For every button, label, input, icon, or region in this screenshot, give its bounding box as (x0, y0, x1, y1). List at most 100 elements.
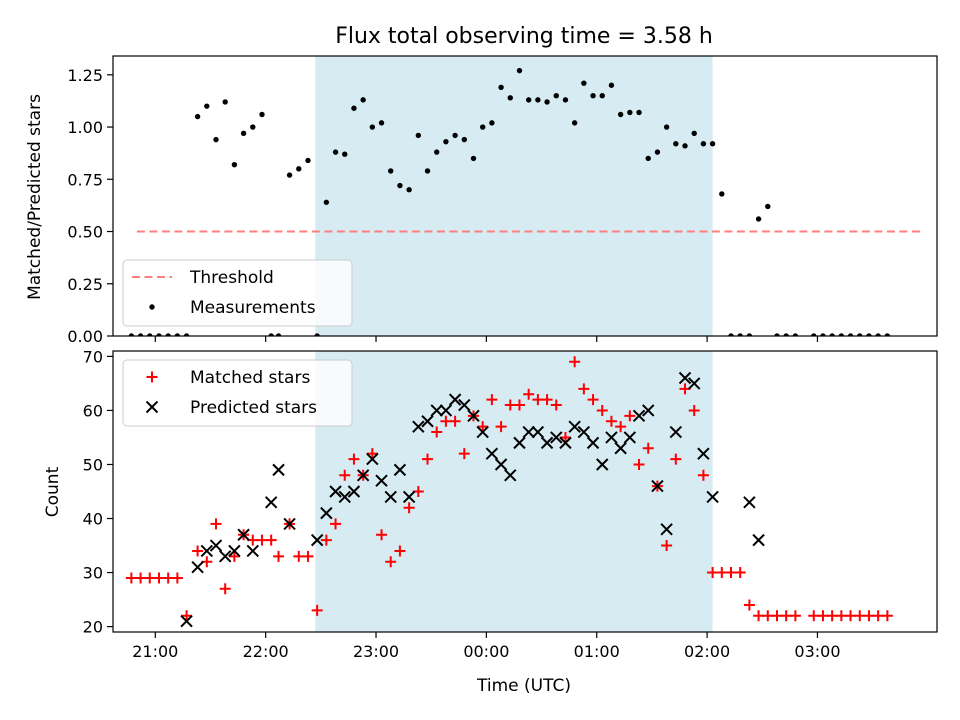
measurement-point (783, 333, 789, 336)
predicted-point (522, 425, 535, 439)
predicted-point (752, 533, 765, 547)
measurement-point (811, 333, 817, 336)
measurement-point (128, 333, 135, 336)
measurement-point (213, 136, 219, 143)
predicted-point (586, 436, 600, 450)
measurement-point (296, 166, 302, 172)
matched-point (181, 610, 193, 622)
matched-point (513, 399, 525, 411)
bottom-series-matched-stars (125, 356, 893, 622)
measurement-point (682, 143, 688, 149)
matched-point (688, 404, 700, 416)
bottom-y-axis-label: Count (43, 466, 63, 517)
measurement-point (608, 82, 615, 88)
measurement-point (884, 333, 891, 336)
predicted-point (605, 431, 618, 444)
x-tick-label: 02:00 (684, 642, 730, 661)
predicted-point (476, 425, 489, 439)
predicted-point (623, 431, 637, 444)
measurement-point (719, 191, 725, 197)
matched-point (633, 458, 645, 470)
predicted-point (347, 485, 361, 498)
matched-point (596, 404, 608, 416)
measurement-point (222, 99, 228, 105)
matched-point (449, 415, 461, 427)
matched-point (854, 610, 866, 622)
measurement-point (645, 155, 651, 162)
predicted-point (329, 485, 342, 498)
measurement-point (774, 333, 780, 336)
measurement-point (544, 99, 550, 105)
measurement-point (857, 333, 863, 336)
predicted-point (494, 458, 508, 471)
measurement-point (535, 97, 541, 103)
predicted-point (272, 463, 285, 477)
top-legend: Threshold Measurements (122, 259, 353, 327)
matched-point (559, 431, 571, 443)
measurement-point (268, 333, 274, 336)
predicted-point (540, 436, 554, 450)
matched-point (125, 572, 137, 584)
predicted-point (209, 539, 223, 552)
predicted-point (660, 523, 673, 536)
predicted-point (402, 490, 416, 504)
measurement-point (709, 141, 716, 147)
predicted-point (485, 447, 499, 460)
matched-point (541, 394, 553, 406)
x-tick-label: 23:00 (353, 642, 399, 661)
measurement-point (516, 67, 523, 74)
measurement-point (636, 109, 642, 116)
matched-point (495, 421, 507, 433)
measurement-point (673, 141, 679, 147)
matched-point (320, 534, 332, 546)
matched-point (697, 469, 709, 481)
matched-point (273, 550, 285, 562)
matched-point (504, 399, 516, 411)
y-tick-label: 50 (83, 455, 103, 474)
bottom-legend: Matched stars Predicted stars (122, 359, 353, 427)
measurement-point (174, 333, 181, 336)
predicted-point (228, 544, 241, 558)
predicted-point (237, 528, 250, 541)
matched-point (144, 572, 156, 584)
matched-point (302, 550, 314, 562)
measurement-point (553, 93, 559, 99)
predicted-point (338, 490, 351, 504)
measurement-point (443, 138, 449, 145)
matched-point (440, 415, 452, 427)
matched-point (872, 610, 884, 622)
measurement-point (737, 333, 743, 336)
measurement-point (489, 120, 495, 126)
predicted-point (651, 479, 664, 493)
measurement-point (590, 93, 596, 99)
measurement-point (562, 97, 569, 103)
y-tick-label: 1.00 (67, 118, 103, 137)
predicted-point (375, 474, 388, 487)
matched-point (458, 448, 470, 460)
measurement-point (351, 105, 357, 111)
measurement-point (342, 151, 348, 157)
matched-point (171, 572, 183, 584)
y-tick-label: 60 (83, 401, 103, 420)
y-tick-label: 0.25 (67, 275, 103, 294)
measurement-point (194, 113, 201, 120)
matched-point (605, 415, 617, 427)
legend-entry-label: Matched stars (190, 368, 310, 388)
measurement-point (461, 136, 468, 143)
predicted-point (614, 442, 627, 455)
measurement-point (627, 109, 633, 116)
measurement-point (204, 103, 210, 109)
matched-point (826, 610, 838, 622)
predicted-point (384, 490, 397, 504)
matched-point (587, 394, 599, 406)
measurement-point (275, 333, 282, 336)
measurement-point (746, 333, 753, 336)
matched-point (311, 604, 323, 616)
matched-point (210, 518, 222, 530)
x-tick-label: 21:00 (132, 642, 178, 661)
y-tick-label: 1.25 (67, 66, 103, 85)
matched-point (153, 572, 165, 584)
predicted-point (310, 533, 324, 547)
matched-point (385, 556, 397, 568)
measurement-point (654, 149, 661, 155)
